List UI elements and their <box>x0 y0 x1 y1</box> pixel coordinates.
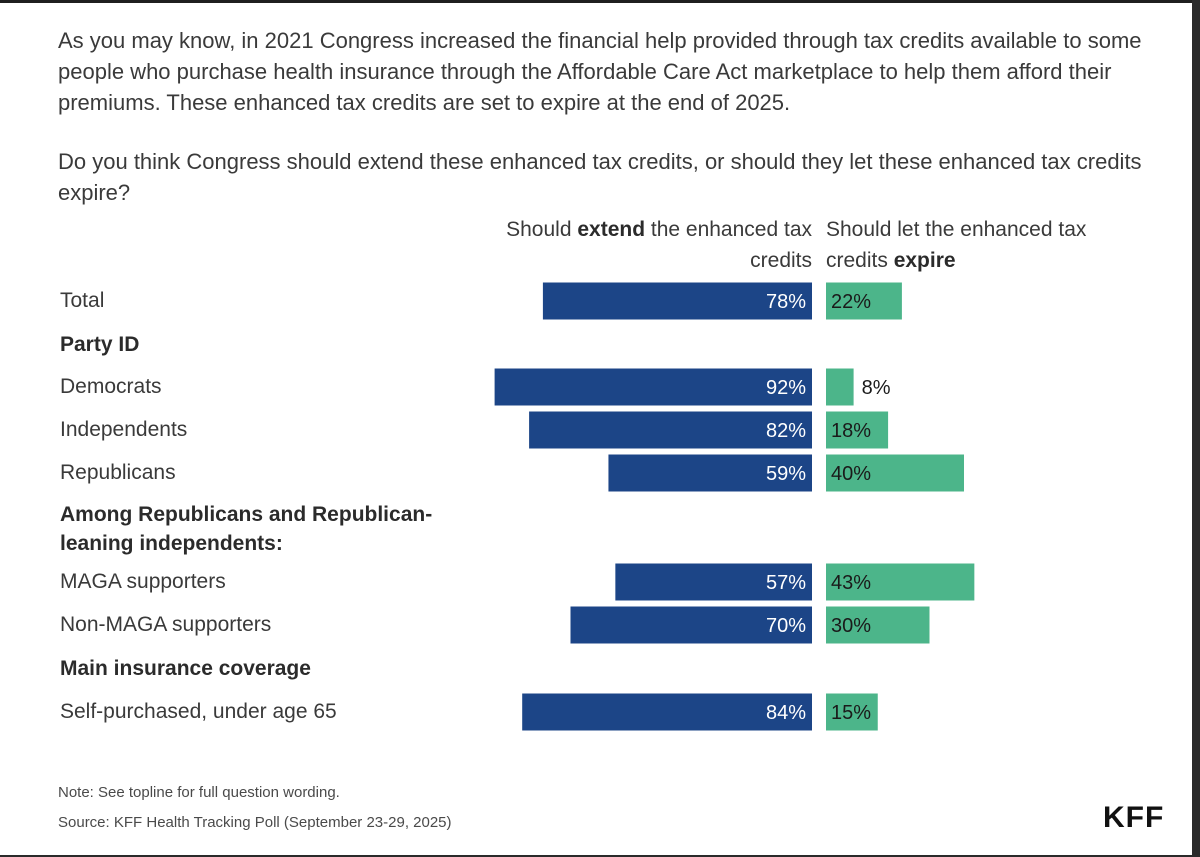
expire-bar-total <box>826 282 902 320</box>
footnote: Note: See topline for full question word… <box>58 784 340 801</box>
question-text: Do you think Congress should extend thes… <box>58 149 1142 205</box>
expire-label-maga: 43% <box>831 572 871 594</box>
expire-bar-self-purchased <box>826 693 878 731</box>
row-label-non-maga: Non-MAGA supporters <box>60 613 272 636</box>
extend-label-republicans: 59% <box>766 463 806 485</box>
expire-label-republicans: 40% <box>831 463 871 485</box>
extend-bar-democrats <box>494 368 812 406</box>
extend-bar-non-maga <box>570 606 812 644</box>
extend-column-header: Should extend the enhanced tax credits <box>506 218 812 272</box>
extend-bar-total <box>542 282 812 320</box>
extend-label-democrats: 92% <box>766 377 806 399</box>
row-label-republicans: Republicans <box>60 461 176 484</box>
group-label-coverage: Main insurance coverage <box>60 657 311 680</box>
expire-column-header: Should let the enhanced tax credits expi… <box>826 218 1087 272</box>
row-label-maga: MAGA supporters <box>60 570 226 593</box>
row-label-democrats: Democrats <box>60 375 162 398</box>
expire-label-self-purchased: 15% <box>831 702 871 724</box>
kff-logo: KFF <box>1103 801 1165 834</box>
extend-bar-independents <box>529 411 812 449</box>
expire-label-independents: 18% <box>831 420 871 442</box>
group-label-republican-leaning: Among Republicans and Republican-leaning… <box>60 503 433 555</box>
extend-bar-republicans <box>608 454 812 492</box>
expire-bar-independents <box>826 411 889 449</box>
extend-label-non-maga: 70% <box>766 615 806 637</box>
expire-bar-non-maga <box>826 606 930 644</box>
row-label-total: Total <box>60 289 105 312</box>
extend-bar-maga <box>615 563 812 601</box>
extend-label-independents: 82% <box>766 420 806 442</box>
bar-chart: 78% 22% 92% 8% 82% 18% 59% 40% 57% 43% 70% 30% 84% 15… <box>494 282 975 731</box>
row-label-independents: Independents <box>60 418 188 441</box>
expire-bar-democrats <box>826 368 854 406</box>
expire-bar-republicans <box>826 454 964 492</box>
extend-label-maga: 57% <box>766 572 806 594</box>
row-label-self-purchased: Self-purchased, under age 65 <box>60 700 337 723</box>
extend-bar-self-purchased <box>522 693 812 731</box>
expire-bar-maga <box>826 563 975 601</box>
expire-label-non-maga: 30% <box>831 615 871 637</box>
extend-label-total: 78% <box>766 291 806 313</box>
group-label-party: Party ID <box>60 333 140 356</box>
source-note: Source: KFF Health Tracking Poll (Septem… <box>58 814 452 831</box>
expire-label-total: 22% <box>831 291 871 313</box>
extend-label-self-purchased: 84% <box>766 702 806 724</box>
expire-label-democrats: 8% <box>862 377 891 399</box>
intro-text: As you may know, in 2021 Congress increa… <box>58 28 1142 115</box>
